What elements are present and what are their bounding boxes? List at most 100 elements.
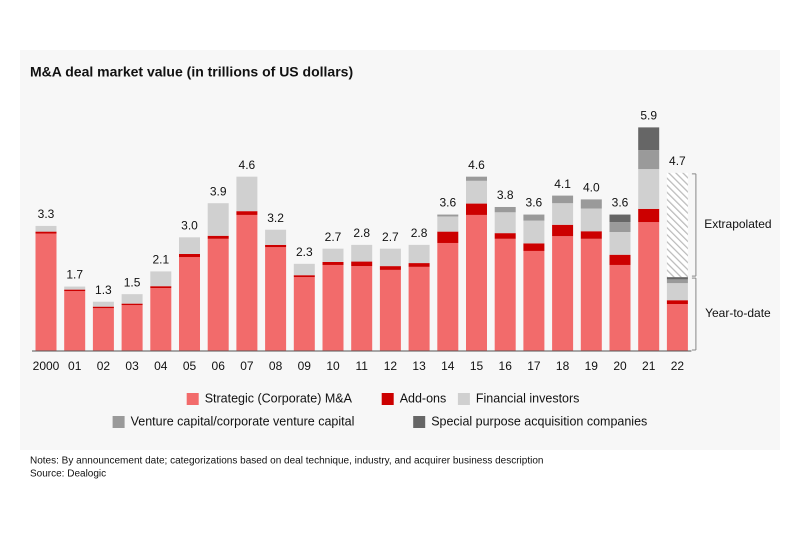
bar-segment	[638, 150, 660, 170]
data-label: 3.6	[526, 196, 543, 210]
bar-segment	[265, 229, 287, 245]
bar-segment	[64, 289, 86, 292]
bar-segment	[265, 247, 287, 351]
bar-segment	[207, 238, 229, 351]
bar-segment	[638, 222, 660, 351]
bar-segment	[466, 180, 487, 204]
bar-segment	[408, 266, 430, 351]
bar-segment	[523, 214, 545, 221]
bar-segment	[609, 214, 631, 223]
bar-segment	[179, 257, 200, 351]
bar-segment	[150, 286, 172, 289]
x-tick-label: 12	[384, 359, 398, 373]
data-label: 3.0	[181, 218, 198, 232]
bar-segment	[322, 264, 344, 351]
x-tick-label: 22	[671, 359, 685, 373]
bar-segment	[64, 286, 86, 290]
data-label: 5.9	[640, 109, 657, 123]
bar-segment	[351, 244, 373, 262]
bar-segment	[494, 212, 516, 234]
bar-segment	[638, 169, 660, 209]
bar-segment	[552, 224, 574, 237]
bar-segment	[351, 261, 373, 267]
source: Source: Dealogic	[30, 469, 106, 480]
x-tick-label: 18	[556, 359, 570, 373]
legend-label: Special purpose acquisition companies	[431, 414, 647, 428]
chart-title: M&A deal market value (in trillions of U…	[30, 64, 353, 80]
bar-segment	[179, 253, 200, 258]
bar-segment	[666, 304, 688, 351]
x-tick-label: 13	[412, 359, 426, 373]
bar-segment	[92, 301, 114, 307]
bar-segment	[494, 238, 516, 351]
x-tick-label: 06	[212, 359, 226, 373]
extrapolated-segment	[666, 172, 688, 278]
bar-segment	[494, 233, 516, 239]
bar-segment	[580, 208, 602, 232]
legend-swatch	[413, 416, 426, 428]
bar-segment	[121, 303, 143, 306]
bar-segment	[408, 263, 430, 267]
bar-segment	[351, 266, 373, 351]
data-label: 4.6	[468, 158, 485, 172]
bar-segment	[35, 233, 57, 351]
data-label: 4.7	[669, 154, 686, 168]
bar-segment	[609, 231, 631, 255]
bar-segment	[150, 288, 172, 351]
data-label: 2.8	[353, 226, 370, 240]
bar-segment	[121, 294, 143, 304]
bar-segment	[494, 206, 516, 213]
bar-segment	[466, 203, 487, 215]
bar-segment	[265, 244, 287, 248]
x-tick-label: 15	[470, 359, 484, 373]
x-tick-label: 19	[585, 359, 599, 373]
bar-segment	[207, 203, 229, 236]
bar-segment	[466, 214, 487, 351]
data-label: 3.6	[439, 196, 456, 210]
bar-segment	[92, 308, 114, 351]
legend-swatch	[186, 393, 199, 405]
bar-segment	[666, 300, 688, 305]
bar-segment	[293, 277, 315, 351]
annotation: Year-to-date	[705, 306, 771, 320]
bar-segment	[236, 211, 258, 215]
bar-segment	[236, 176, 258, 212]
bar-segment	[523, 220, 545, 244]
data-label: 2.1	[152, 253, 169, 267]
data-label: 3.2	[267, 211, 284, 225]
bar-segment	[609, 254, 631, 265]
x-tick-label: 17	[527, 359, 541, 373]
bar-segment	[322, 261, 344, 265]
x-tick-label: 08	[269, 359, 283, 373]
annotation: Extrapolated	[704, 217, 771, 231]
bar-segment	[35, 225, 57, 232]
bar-segment	[437, 231, 459, 243]
data-label: 3.8	[497, 188, 514, 202]
bar-segment	[379, 266, 401, 270]
bar-segment	[552, 203, 574, 225]
data-label: 1.7	[66, 268, 83, 282]
x-tick-label: 16	[499, 359, 513, 373]
x-tick-label: 14	[441, 359, 455, 373]
bar-segment	[236, 214, 258, 351]
bar-segment	[466, 176, 487, 181]
bar-segment	[379, 269, 401, 351]
bar-segment	[121, 305, 143, 351]
data-label: 2.3	[296, 245, 313, 259]
bar-segment	[552, 195, 574, 204]
x-tick-label: 07	[240, 359, 254, 373]
bar-segment	[437, 214, 459, 217]
bar-segment	[552, 236, 574, 351]
bar-segment	[437, 242, 459, 351]
bar-segment	[580, 231, 602, 239]
bar-segment	[666, 279, 688, 284]
bar-segment	[609, 222, 631, 232]
bar-segment	[150, 271, 172, 287]
bar-segment	[580, 199, 602, 209]
bar-segment	[92, 306, 114, 309]
x-tick-label: 20	[613, 359, 627, 373]
legend-swatch	[381, 393, 394, 405]
data-label: 4.1	[554, 177, 571, 191]
notes: Notes: By announcement date; categorizat…	[30, 456, 543, 467]
data-label: 1.5	[124, 275, 141, 289]
